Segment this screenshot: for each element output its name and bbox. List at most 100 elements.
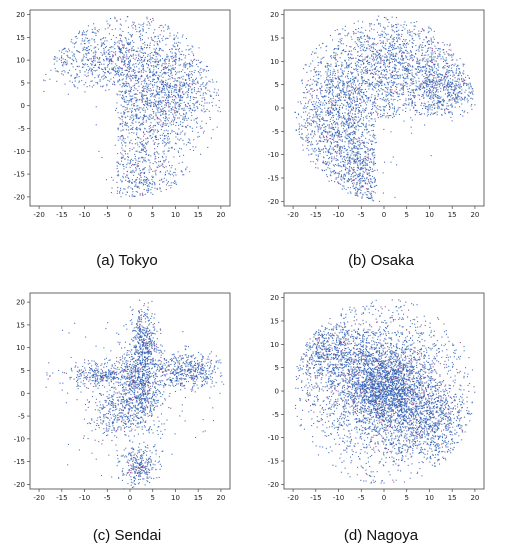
scatter-point bbox=[182, 139, 184, 141]
scatter-point bbox=[443, 61, 445, 63]
scatter-point bbox=[150, 101, 152, 103]
scatter-point bbox=[378, 71, 380, 73]
scatter-point bbox=[382, 42, 384, 44]
scatter-point bbox=[132, 120, 134, 122]
scatter-point bbox=[174, 96, 176, 98]
scatter-point bbox=[158, 26, 160, 28]
scatter-point bbox=[441, 99, 443, 101]
scatter-point bbox=[347, 134, 349, 136]
scatter-point bbox=[171, 58, 173, 60]
scatter-point bbox=[317, 82, 319, 84]
scatter-point bbox=[361, 77, 363, 79]
scatter-point bbox=[402, 59, 404, 61]
scatter-point bbox=[355, 189, 357, 191]
scatter-point bbox=[127, 136, 129, 138]
scatter-point bbox=[436, 81, 438, 83]
scatter-point bbox=[339, 130, 341, 132]
scatter-point bbox=[132, 122, 134, 124]
scatter-point bbox=[339, 108, 341, 110]
scatter-point bbox=[398, 113, 400, 115]
scatter-point bbox=[413, 95, 415, 97]
scatter-point bbox=[306, 114, 308, 116]
scatter-point bbox=[462, 72, 464, 74]
scatter-point bbox=[114, 28, 116, 30]
scatter-point bbox=[420, 83, 422, 85]
scatter-point bbox=[344, 95, 346, 97]
scatter-point bbox=[85, 53, 87, 55]
scatter-point bbox=[124, 37, 126, 39]
scatter-point bbox=[340, 64, 342, 66]
scatter-point bbox=[215, 94, 217, 96]
scatter-point bbox=[348, 126, 350, 128]
scatter-point bbox=[140, 176, 142, 178]
scatter-point bbox=[205, 88, 207, 90]
scatter-point bbox=[76, 61, 78, 63]
scatter-point bbox=[126, 125, 128, 127]
scatter-point bbox=[118, 47, 120, 49]
scatter-point bbox=[384, 53, 386, 55]
scatter-point bbox=[431, 80, 433, 82]
scatter-point bbox=[331, 89, 333, 91]
scatter-point bbox=[369, 192, 371, 194]
scatter-point bbox=[147, 67, 149, 69]
scatter-point bbox=[152, 170, 154, 172]
scatter-point bbox=[323, 151, 325, 153]
scatter-point bbox=[357, 166, 359, 168]
scatter-point bbox=[366, 34, 368, 36]
scatter-point bbox=[353, 127, 355, 129]
scatter-point bbox=[357, 39, 359, 41]
scatter-point bbox=[172, 106, 174, 108]
scatter-point bbox=[355, 154, 357, 156]
scatter-point bbox=[136, 128, 138, 130]
scatter-point bbox=[419, 70, 421, 72]
scatter-point bbox=[130, 125, 132, 127]
scatter-point bbox=[165, 103, 167, 105]
scatter-point bbox=[196, 82, 198, 84]
scatter-point bbox=[183, 63, 185, 65]
scatter-point bbox=[160, 190, 162, 192]
scatter-point bbox=[178, 95, 180, 97]
scatter-point bbox=[109, 73, 111, 75]
scatter-point bbox=[140, 24, 142, 26]
scatter-point bbox=[175, 58, 177, 60]
scatter-point bbox=[387, 25, 389, 27]
scatter-point bbox=[157, 61, 159, 63]
scatter-point bbox=[90, 58, 92, 60]
scatter-point bbox=[86, 69, 88, 71]
scatter-point bbox=[136, 129, 138, 131]
scatter-point bbox=[123, 44, 125, 46]
scatter-point bbox=[168, 65, 170, 67]
scatter-point bbox=[435, 67, 437, 69]
scatter-point bbox=[399, 62, 401, 64]
scatter-point bbox=[184, 84, 186, 86]
scatter-point bbox=[71, 63, 73, 65]
scatter-point bbox=[295, 129, 297, 131]
scatter-point bbox=[330, 170, 332, 172]
scatter-point bbox=[332, 94, 334, 96]
scatter-point bbox=[427, 83, 429, 85]
scatter-point bbox=[54, 58, 56, 60]
scatter-point bbox=[143, 160, 145, 162]
scatter-point bbox=[170, 147, 172, 149]
scatter-point bbox=[125, 117, 127, 119]
scatter-point bbox=[158, 102, 160, 104]
scatter-point bbox=[339, 165, 341, 167]
scatter-point bbox=[115, 63, 117, 65]
scatter-point bbox=[170, 96, 172, 98]
scatter-point bbox=[101, 44, 103, 46]
scatter-point bbox=[111, 58, 113, 60]
scatter-point bbox=[179, 147, 181, 149]
scatter-point bbox=[386, 56, 388, 58]
scatter-point bbox=[109, 25, 111, 27]
scatter-point bbox=[178, 108, 180, 110]
scatter-point bbox=[158, 40, 160, 42]
scatter-point bbox=[351, 54, 353, 56]
scatter-point bbox=[142, 169, 144, 171]
scatter-point bbox=[126, 66, 128, 68]
scatter-point bbox=[122, 58, 124, 60]
scatter-point bbox=[153, 131, 155, 133]
scatter-point bbox=[361, 89, 363, 91]
scatter-point bbox=[128, 101, 130, 103]
scatter-point bbox=[151, 65, 153, 67]
scatter-point bbox=[170, 121, 172, 123]
